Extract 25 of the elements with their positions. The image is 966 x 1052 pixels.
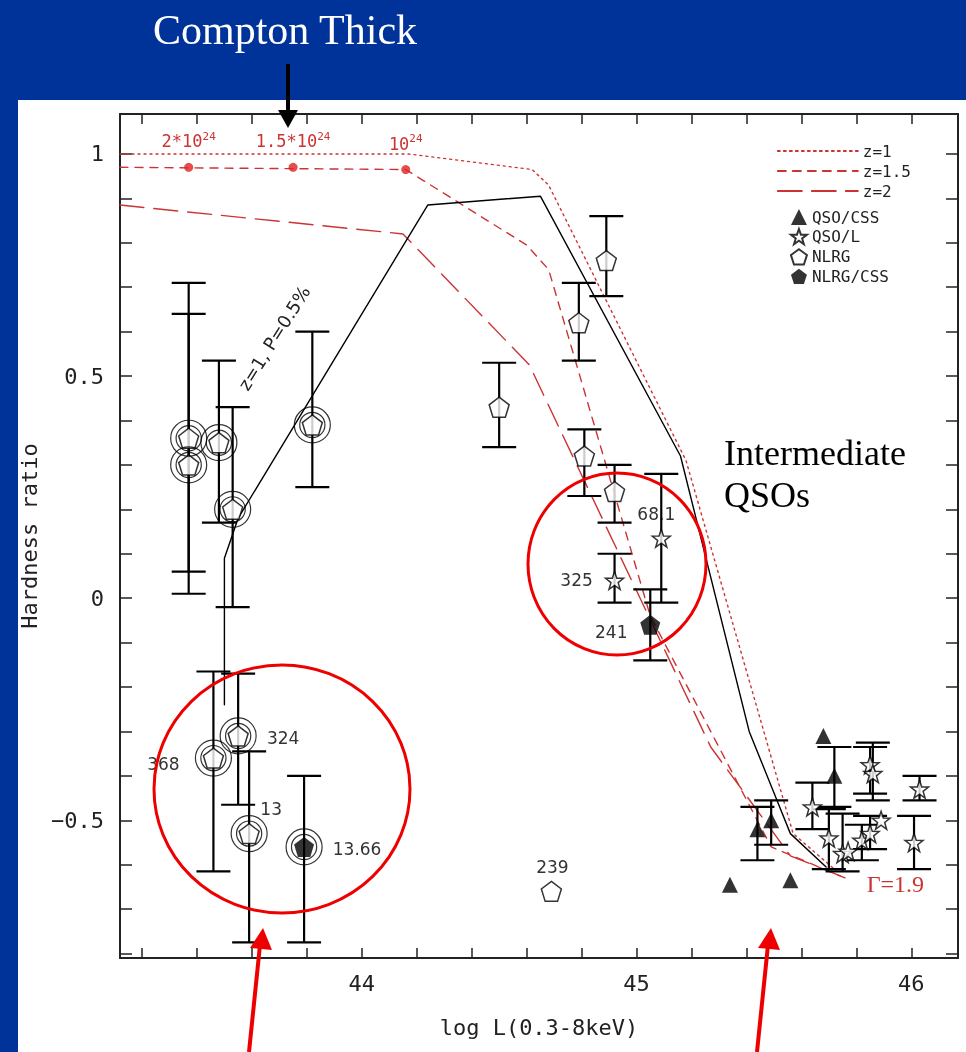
- annotation: 324: [266, 727, 300, 748]
- x-tick-label: 45: [623, 970, 650, 996]
- legend-label: z=1.5: [862, 161, 912, 181]
- legend-label: NLRG: [811, 247, 851, 267]
- chart-title: Compton Thick: [153, 7, 418, 53]
- x-tick-label: 46: [898, 970, 925, 996]
- annotation: 13.66: [332, 838, 382, 859]
- annotation: 239: [536, 857, 569, 878]
- annotation: Intermediate QSOs: [724, 433, 906, 515]
- x-tick-label: 44: [348, 970, 376, 996]
- y-tick-label: 0.5: [64, 363, 104, 389]
- y-axis-title: Hardness ratio: [16, 443, 42, 629]
- y-tick-label: −0.5: [51, 807, 104, 833]
- annotation: 13: [260, 798, 282, 819]
- legend-label: NLRG/CSS: [811, 266, 889, 286]
- y-tick-label: 1: [90, 141, 104, 167]
- legend-label: z=2: [862, 181, 892, 201]
- legend-label: z=1: [862, 141, 892, 161]
- annotation: 325: [560, 570, 593, 591]
- annotation: Γ=1.9: [866, 871, 925, 898]
- y-tick-label: 0: [90, 585, 104, 611]
- legend-label: QSO/CSS: [811, 207, 880, 227]
- legend-label: QSO/L: [811, 227, 861, 247]
- x-axis-title: log L(0.3-8keV): [439, 1014, 639, 1040]
- annotation: 241: [595, 621, 628, 642]
